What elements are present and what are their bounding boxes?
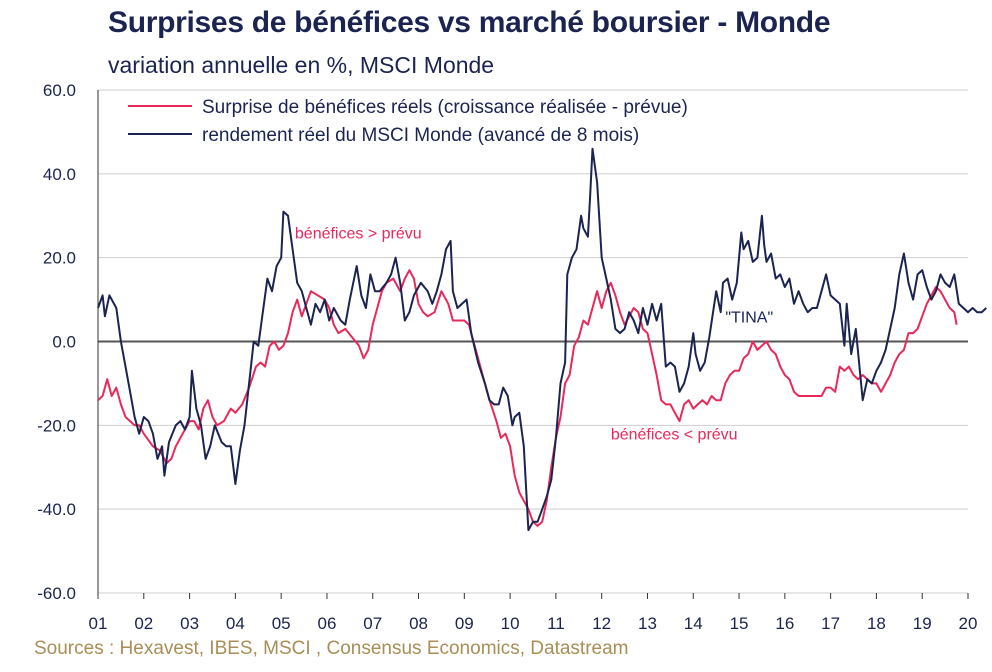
legend-label: rendement réel du MSCI Monde (avancé de … — [202, 125, 639, 146]
x-tick-label: 20 — [959, 614, 978, 633]
x-tick-label: 07 — [363, 614, 382, 633]
y-tick-label: 20.0 — [43, 249, 76, 268]
axes: 60.0 40.0 20.0 0.0 -20.0 -40.0 -60.0 01 02 03 04 05… — [37, 81, 977, 633]
series-line-msci-return — [97, 147, 987, 532]
series-lines — [97, 147, 987, 532]
y-tick-label: 40.0 — [43, 165, 76, 184]
annotation-label: "TINA" — [725, 309, 773, 326]
y-tick-label: 0.0 — [52, 333, 76, 352]
grid-lines — [98, 89, 968, 594]
x-tick-label: 06 — [317, 614, 336, 633]
x-tick-label: 09 — [455, 614, 474, 633]
x-tick-label: 18 — [867, 614, 886, 633]
x-tick-label: 15 — [730, 614, 749, 633]
y-tick-label: 60.0 — [43, 81, 76, 100]
x-tick-label: 08 — [409, 614, 428, 633]
chart-subtitle: variation annuelle en %, MSCI Monde — [108, 52, 495, 78]
y-tick-label: -20.0 — [37, 416, 76, 435]
x-tick-label: 03 — [180, 614, 199, 633]
x-tick-label: 13 — [638, 614, 657, 633]
x-tick-label: 17 — [821, 614, 840, 633]
x-tick-label: 11 — [547, 614, 565, 633]
x-tick-label: 02 — [134, 614, 153, 633]
x-tick-label: 05 — [272, 614, 291, 633]
x-tick-label: 12 — [592, 614, 611, 633]
legend: Surprise de bénéfices réels (croissance … — [128, 97, 688, 146]
x-tick-label: 14 — [684, 614, 703, 633]
annotation-label: bénéfices < prévu — [611, 427, 738, 444]
y-tick-label: -60.0 — [37, 584, 76, 603]
x-tick-label: 01 — [89, 614, 108, 633]
x-tick-label: 19 — [913, 614, 932, 633]
x-tick-label: 04 — [226, 614, 245, 633]
chart-title: Surprises de bénéfices vs marché boursie… — [108, 6, 831, 39]
x-tick-label: 10 — [501, 614, 520, 633]
x-tick-label: 16 — [775, 614, 794, 633]
y-tick-label: -40.0 — [37, 500, 76, 519]
annotation-label: bénéfices > prévu — [295, 226, 422, 243]
series-line-earnings-surprise — [97, 269, 958, 527]
legend-label: Surprise de bénéfices réels (croissance … — [202, 97, 688, 118]
source-note: Sources : Hexavest, IBES, MSCI , Consens… — [34, 638, 629, 659]
annotations: bénéfices > prévu "TINA" bénéfices < prévu — [295, 226, 773, 444]
